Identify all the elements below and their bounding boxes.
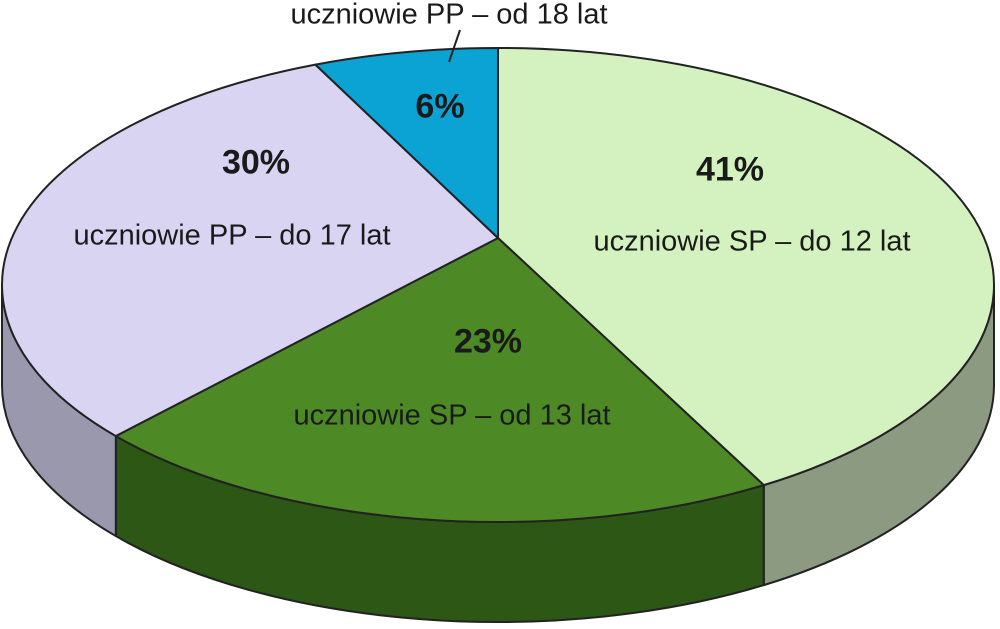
slice-value-label: 41% — [695, 150, 765, 189]
leader-line — [448, 29, 461, 63]
slice-value-label: 6% — [415, 87, 465, 126]
slice-category-label: uczniowie SP – od 13 lat — [293, 399, 611, 432]
slice-category-label: uczniowie PP – do 17 lat — [73, 219, 391, 252]
pie-slice — [497, 47, 995, 487]
pie-slice — [114, 237, 765, 523]
pie-slice — [314, 47, 499, 239]
slice-value-label: 30% — [221, 143, 291, 182]
slice-category-label: uczniowie SP – do 12 lat — [593, 225, 911, 258]
slice-category-label: uczniowie PP – od 18 lat — [290, 0, 608, 31]
slice-value-label: 23% — [453, 322, 523, 361]
pie-slice — [1, 63, 499, 438]
